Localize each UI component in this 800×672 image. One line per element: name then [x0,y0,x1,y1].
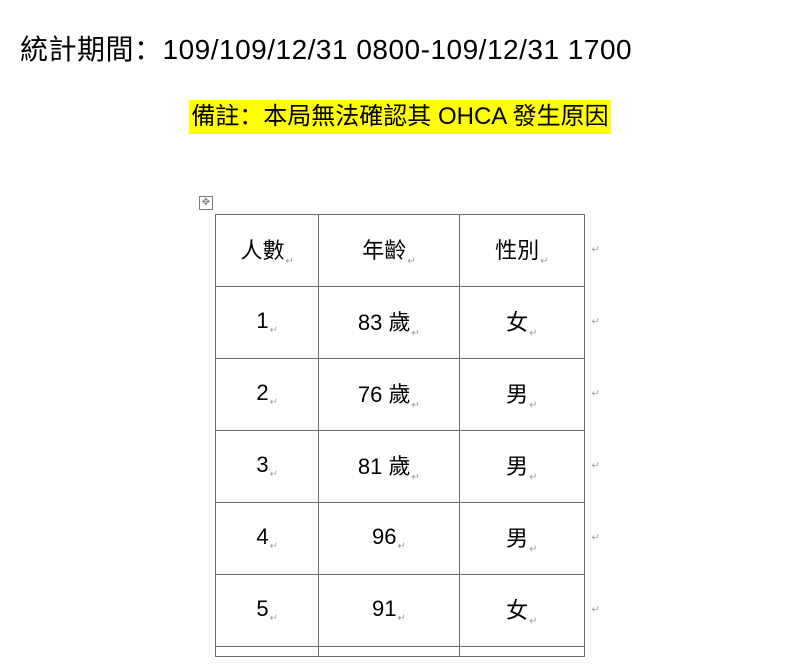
table-header-row: 人數↵ 年齡↵ 性別↵ ↵ [216,214,585,286]
cell-count: 5↵ [216,574,319,646]
paragraph-mark-icon: ↵ [412,472,420,483]
col-header-gender-label: 性別 [495,238,539,263]
paragraph-mark-icon: ↵ [270,469,278,480]
cell-gender: 男↵↵ [459,502,584,574]
cell-count-value: 3 [256,452,268,477]
cell-gender: 女↵↵ [459,574,584,646]
row-end-mark-icon: ↵ [592,389,600,400]
cell-partial [216,646,319,656]
table-container: ✥ 人數↵ 年齡↵ 性別↵ ↵ 1↵ 83 歲↵ 女↵↵ [215,214,585,657]
cell-count: 3↵ [216,430,319,502]
paragraph-mark-icon: ↵ [407,256,415,267]
paragraph-mark-icon: ↵ [285,256,293,267]
cell-age-value: 91 [372,596,396,621]
cell-age-value: 76 歲 [358,382,411,407]
paragraph-mark-icon: ↵ [270,325,278,336]
cell-gender-value: 女 [506,598,528,623]
cell-age-value: 96 [372,524,396,549]
cell-age: 91↵ [319,574,459,646]
cell-count: 4↵ [216,502,319,574]
col-header-age-label: 年齡 [362,238,406,263]
col-header-age: 年齡↵ [319,214,459,286]
col-header-count-label: 人數 [240,238,284,263]
note-highlight: 備註：本局無法確認其 OHCA 發生原因 [189,100,610,134]
stat-period-text: 統計期間：109/109/12/31 0800-109/12/31 1700 [0,0,800,68]
cell-count: 2↵ [216,358,319,430]
cell-count-value: 2 [256,380,268,405]
cell-gender-value: 男 [506,526,528,551]
cell-gender-value: 女 [506,310,528,335]
table-body: 1↵ 83 歲↵ 女↵↵ 2↵ 76 歲↵ 男↵↵ 3↵ 81 歲↵ 男↵↵ 4… [216,286,585,656]
table-row: 2↵ 76 歲↵ 男↵↵ [216,358,585,430]
cell-partial [459,646,584,656]
paragraph-mark-icon: ↵ [412,400,420,411]
paragraph-mark-icon: ↵ [270,541,278,552]
paragraph-mark-icon: ↵ [397,613,405,624]
note-row: 備註：本局無法確認其 OHCA 發生原因 [0,100,800,134]
cell-age-value: 81 歲 [358,454,411,479]
ohca-table: 人數↵ 年齡↵ 性別↵ ↵ 1↵ 83 歲↵ 女↵↵ 2↵ 76 歲↵ 男↵↵ [215,214,585,657]
cell-count-value: 5 [256,596,268,621]
col-header-gender: 性別↵ ↵ [459,214,584,286]
cell-count: 1↵ [216,286,319,358]
cell-age: 96↵ [319,502,459,574]
table-row: 3↵ 81 歲↵ 男↵↵ [216,430,585,502]
paragraph-mark-icon: ↵ [529,400,537,411]
paragraph-mark-icon: ↵ [412,328,420,339]
cell-gender: 女↵↵ [459,286,584,358]
col-header-count: 人數↵ [216,214,319,286]
row-end-mark-icon: ↵ [592,317,600,328]
paragraph-mark-icon: ↵ [270,613,278,624]
paragraph-mark-icon: ↵ [540,256,548,267]
cell-partial [319,646,459,656]
cell-age: 83 歲↵ [319,286,459,358]
cell-count-value: 4 [256,524,268,549]
paragraph-mark-icon: ↵ [529,544,537,555]
cell-age: 81 歲↵ [319,430,459,502]
paragraph-mark-icon: ↵ [529,472,537,483]
cell-age: 76 歲↵ [319,358,459,430]
cell-gender: 男↵↵ [459,358,584,430]
paragraph-mark-icon: ↵ [529,328,537,339]
cell-gender: 男↵↵ [459,430,584,502]
cell-gender-value: 男 [506,454,528,479]
paragraph-mark-icon: ↵ [529,616,537,627]
row-end-mark-icon: ↵ [592,605,600,616]
table-move-handle-icon[interactable]: ✥ [199,196,213,210]
table-row: 1↵ 83 歲↵ 女↵↵ [216,286,585,358]
paragraph-mark-icon: ↵ [397,541,405,552]
table-row-partial [216,646,585,656]
row-end-mark-icon: ↵ [592,245,600,256]
row-end-mark-icon: ↵ [592,461,600,472]
cell-gender-value: 男 [506,382,528,407]
cell-count-value: 1 [256,308,268,333]
cell-age-value: 83 歲 [358,310,411,335]
row-end-mark-icon: ↵ [592,533,600,544]
table-row: 5↵ 91↵ 女↵↵ [216,574,585,646]
paragraph-mark-icon: ↵ [270,397,278,408]
table-row: 4↵ 96↵ 男↵↵ [216,502,585,574]
